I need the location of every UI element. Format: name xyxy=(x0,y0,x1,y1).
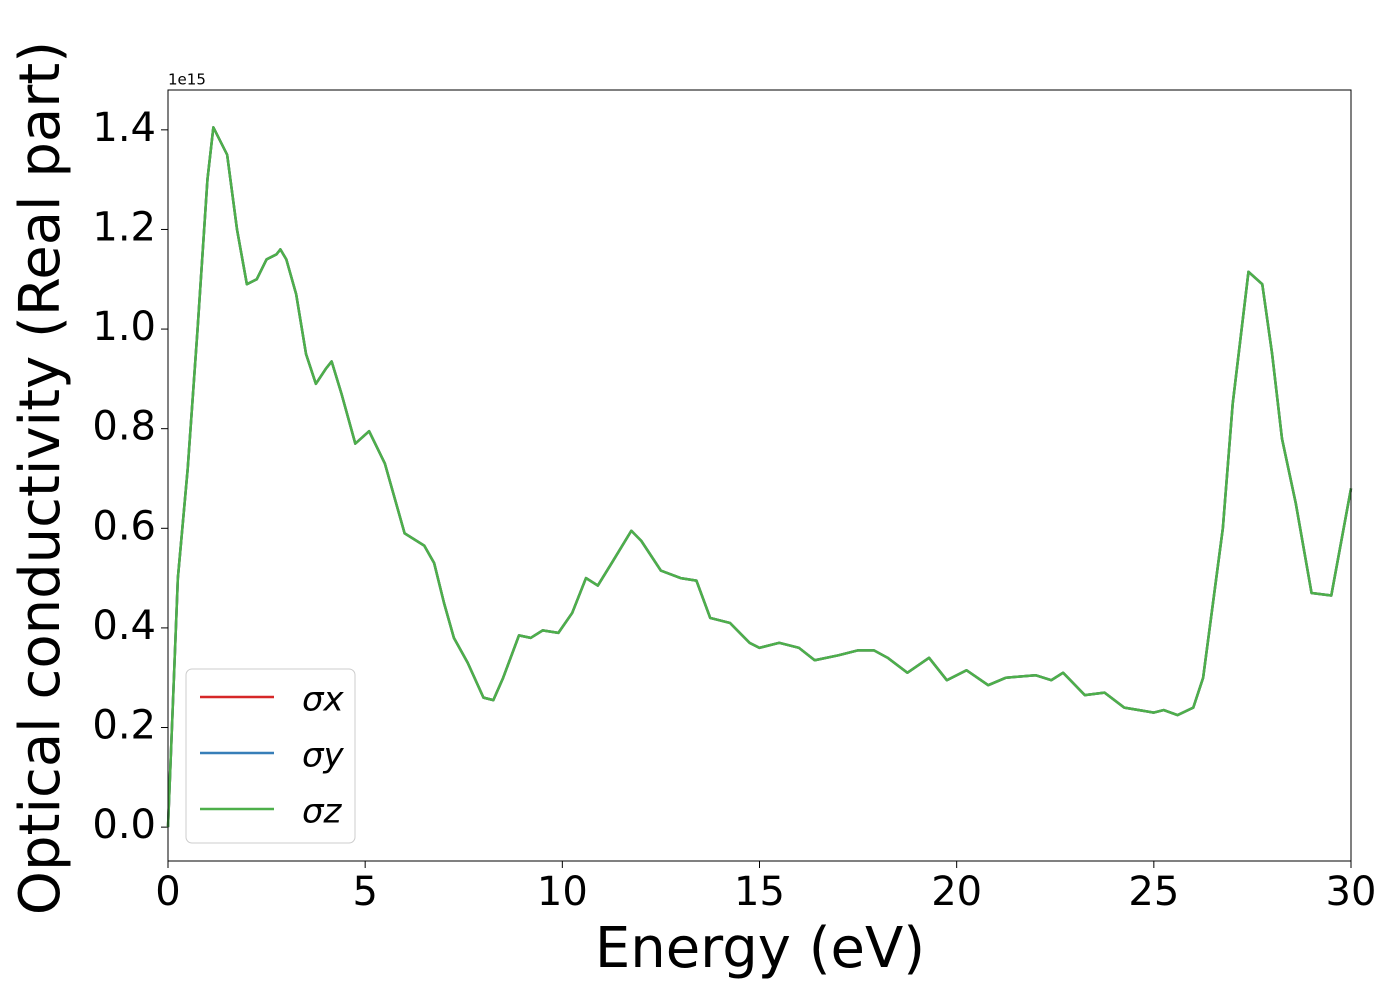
x-tick-label: 25 xyxy=(1128,869,1179,915)
y-tick-label: 0.2 xyxy=(92,703,156,749)
y-tick-label: 1.2 xyxy=(92,204,156,250)
x-tick-label: 5 xyxy=(352,869,377,915)
x-tick-label: 0 xyxy=(155,869,180,915)
x-tick-label: 10 xyxy=(537,869,588,915)
x-tick-label: 30 xyxy=(1326,869,1377,915)
legend-label: σy xyxy=(302,736,345,776)
plot-frame xyxy=(167,89,1352,862)
x-axis-label: Energy (eV) xyxy=(595,916,925,981)
legend-label: σx xyxy=(302,680,345,720)
x-tick-label: 15 xyxy=(734,869,785,915)
y-tick-label: 1.0 xyxy=(92,304,156,350)
y-tick-label: 1.4 xyxy=(92,105,156,151)
data-line xyxy=(166,126,1353,828)
y-tick-label: 0.4 xyxy=(92,603,156,649)
y-tick-label: 0.8 xyxy=(92,404,156,450)
x-tick-label: 20 xyxy=(931,869,982,915)
legend-box xyxy=(185,668,356,844)
offset-label: 1e15 xyxy=(168,71,206,89)
y-tick-label: 0.0 xyxy=(92,802,156,848)
y-axis-label: Optical conductivity (Real part) xyxy=(8,41,73,915)
legend-label: σz xyxy=(302,792,343,832)
y-tick-label: 0.6 xyxy=(92,503,156,549)
